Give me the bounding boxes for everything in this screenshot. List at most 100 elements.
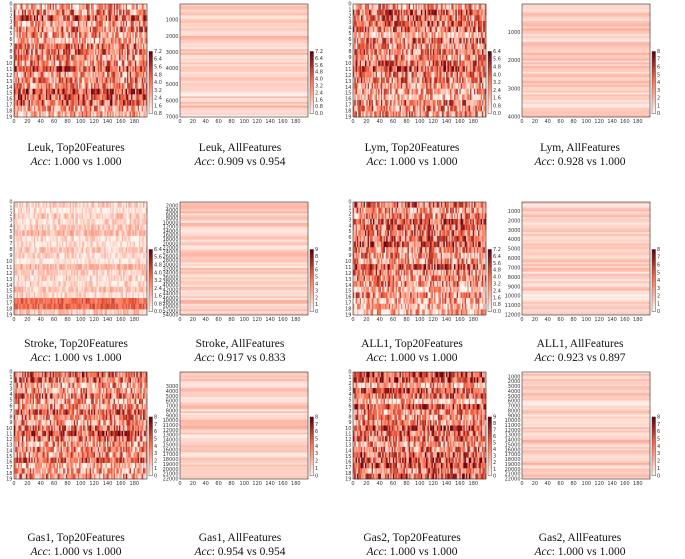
heatmap-cell: [48, 9, 51, 16]
heatmap-cell: [97, 66, 100, 73]
heatmap-cell: [436, 66, 439, 73]
heatmap-cell: [144, 54, 146, 61]
heatmap-cell: [135, 60, 137, 67]
heatmap-cell: [48, 32, 51, 39]
heatmap-cell: [395, 4, 398, 10]
heatmap-cell: [20, 32, 23, 39]
heatmap-cell: [115, 54, 117, 61]
heatmap-cell: [20, 26, 23, 33]
heatmap-cell: [438, 77, 440, 84]
heatmap-cell: [27, 224, 29, 231]
heatmap-cell: [440, 100, 443, 106]
heatmap-cell: [462, 77, 464, 84]
heatmap-cell: [60, 71, 63, 78]
heatmap-cell: [85, 213, 88, 220]
heatmap-cell: [476, 77, 479, 84]
heatmap-cell: [92, 202, 95, 208]
heatmap-cell: [97, 43, 100, 50]
heatmap-cell: [416, 4, 419, 10]
heatmap-cell: [55, 43, 57, 50]
colorbar-segment: [652, 56, 656, 60]
heatmap-cell: [67, 111, 69, 118]
heatmap-cell: [93, 37, 96, 44]
heatmap-cell: [23, 213, 25, 220]
heatmap-cell: [180, 84, 309, 88]
heatmap-cell: [407, 9, 410, 16]
heatmap-cell: [367, 49, 370, 56]
heatmap-cell: [72, 105, 75, 112]
heatmap-cell: [77, 20, 80, 27]
heatmap-cell: [103, 9, 105, 16]
y-tick-label: 19: [6, 115, 12, 121]
heatmap-cell: [115, 26, 117, 33]
heatmap-cell: [455, 20, 458, 27]
heatmap-cell: [104, 43, 107, 50]
heatmap-cell: [402, 71, 404, 78]
heatmap-cell: [476, 105, 479, 112]
heatmap-cell: [483, 105, 485, 112]
heatmap-cell: [27, 235, 29, 242]
heatmap-cell: [67, 60, 69, 67]
heatmap-cell: [438, 94, 440, 101]
heatmap-cell: [39, 230, 41, 237]
heatmap-cell: [41, 83, 44, 90]
heatmap-cell: [443, 105, 446, 112]
heatmap-cell: [460, 54, 463, 61]
heatmap-cell: [28, 88, 31, 95]
heatmap-cell: [43, 94, 45, 101]
heatmap-cell: [380, 60, 383, 67]
heatmap-cell: [386, 111, 388, 118]
heatmap-cell: [476, 49, 479, 56]
heatmap-cell: [459, 32, 462, 39]
heatmap-cell: [402, 4, 404, 10]
heatmap-cell: [444, 88, 447, 95]
heatmap-cell: [84, 15, 87, 22]
heatmap-cell: [378, 94, 380, 101]
heatmap-cell: [412, 88, 415, 95]
x-tick-label: 60: [51, 119, 57, 125]
heatmap-cell: [99, 20, 101, 27]
heatmap-cell: [368, 32, 371, 39]
heatmap-cell: [40, 88, 43, 95]
heatmap-cell: [383, 66, 386, 73]
heatmap-cell: [108, 9, 111, 16]
heatmap-cell: [431, 9, 434, 16]
heatmap-cell: [36, 43, 39, 50]
heatmap-cell: [14, 77, 16, 84]
heatmap-cell: [480, 111, 483, 118]
heatmap-cell: [63, 4, 65, 10]
heatmap-cell: [428, 66, 431, 73]
heatmap-cell: [43, 224, 45, 231]
heatmap-cell: [430, 54, 432, 61]
heatmap-cell: [362, 20, 364, 27]
heatmap-cell: [21, 207, 24, 214]
heatmap-cell: [416, 60, 419, 67]
heatmap-cell: [97, 4, 100, 10]
heatmap-cell: [89, 49, 92, 56]
heatmap-cell: [136, 54, 138, 61]
heatmap-cell: [124, 4, 127, 10]
heatmap-cell: [430, 4, 432, 10]
heatmap-cell: [133, 207, 136, 214]
heatmap-cell: [447, 94, 450, 101]
heatmap-cell: [400, 26, 403, 33]
colorbar-segment: [149, 77, 153, 81]
heatmap-cell: [88, 60, 91, 67]
heatmap-cell: [37, 15, 40, 22]
heatmap-cell: [462, 26, 464, 33]
heatmap-cell: [41, 32, 44, 39]
heatmap-cell: [363, 77, 366, 84]
heatmap-cell: [33, 4, 36, 10]
heatmap-cell: [85, 66, 88, 73]
heatmap-cell: [419, 15, 422, 22]
heatmap-cell: [360, 94, 363, 101]
heatmap-cell: [121, 71, 124, 78]
heatmap-cell: [400, 105, 403, 112]
heatmap-cell: [21, 54, 24, 61]
heatmap-cell: [37, 37, 40, 44]
heatmap-cell: [16, 111, 19, 118]
heatmap-cell: [456, 37, 459, 44]
heatmap-cell: [75, 230, 77, 237]
heatmap-cell: [396, 60, 399, 67]
heatmap-cell: [376, 32, 379, 39]
